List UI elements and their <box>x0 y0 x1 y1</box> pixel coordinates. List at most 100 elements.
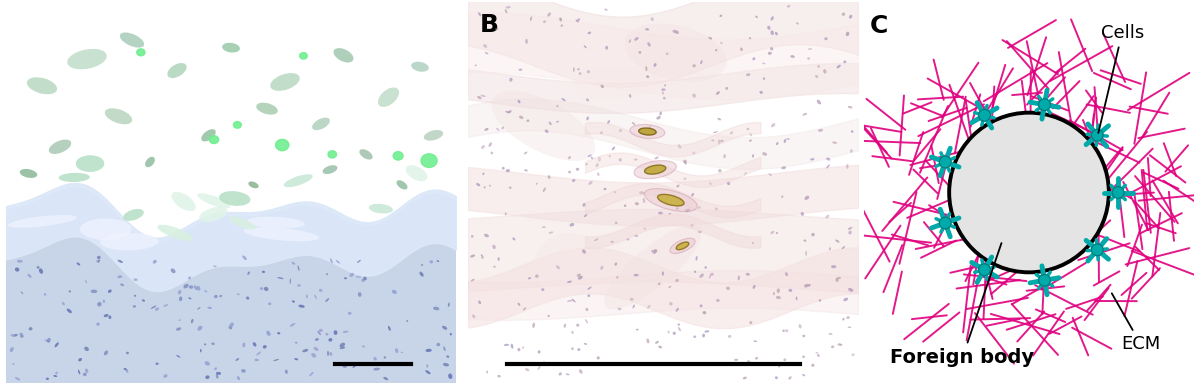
Ellipse shape <box>749 321 752 324</box>
Ellipse shape <box>247 217 305 229</box>
Ellipse shape <box>502 167 505 170</box>
Ellipse shape <box>289 278 292 284</box>
Ellipse shape <box>704 266 707 269</box>
Ellipse shape <box>647 338 649 343</box>
Ellipse shape <box>426 349 432 352</box>
Ellipse shape <box>329 338 332 341</box>
Ellipse shape <box>142 300 145 301</box>
Ellipse shape <box>652 250 656 254</box>
Ellipse shape <box>578 72 581 75</box>
Ellipse shape <box>710 273 714 276</box>
Ellipse shape <box>522 346 524 349</box>
Ellipse shape <box>220 295 222 297</box>
Ellipse shape <box>355 276 361 278</box>
Ellipse shape <box>485 128 488 131</box>
Ellipse shape <box>118 260 122 263</box>
Ellipse shape <box>7 215 77 228</box>
Ellipse shape <box>800 212 804 216</box>
Ellipse shape <box>523 307 526 311</box>
Circle shape <box>276 139 289 151</box>
Ellipse shape <box>587 295 590 297</box>
Ellipse shape <box>596 357 600 360</box>
Ellipse shape <box>97 302 102 306</box>
Ellipse shape <box>804 284 809 288</box>
Ellipse shape <box>323 165 337 174</box>
Ellipse shape <box>334 48 354 62</box>
Ellipse shape <box>188 297 191 299</box>
Ellipse shape <box>202 129 216 141</box>
Ellipse shape <box>785 329 788 332</box>
Ellipse shape <box>578 276 583 280</box>
Ellipse shape <box>481 145 485 149</box>
Ellipse shape <box>277 277 283 279</box>
Ellipse shape <box>743 377 746 379</box>
Ellipse shape <box>388 326 391 331</box>
Ellipse shape <box>448 373 452 379</box>
Ellipse shape <box>576 20 578 22</box>
Ellipse shape <box>482 172 485 175</box>
Ellipse shape <box>528 277 532 280</box>
Ellipse shape <box>778 364 780 368</box>
Ellipse shape <box>817 100 821 104</box>
Ellipse shape <box>396 180 408 189</box>
Ellipse shape <box>560 24 563 27</box>
Ellipse shape <box>257 103 277 115</box>
Ellipse shape <box>676 242 689 250</box>
Ellipse shape <box>678 144 682 148</box>
Ellipse shape <box>586 308 588 311</box>
Ellipse shape <box>826 157 830 161</box>
Ellipse shape <box>787 5 791 8</box>
Ellipse shape <box>649 126 652 129</box>
Ellipse shape <box>437 343 440 346</box>
Ellipse shape <box>702 333 706 337</box>
Ellipse shape <box>356 260 361 263</box>
Ellipse shape <box>640 191 644 194</box>
Ellipse shape <box>618 158 622 162</box>
Ellipse shape <box>835 278 839 282</box>
Ellipse shape <box>133 278 138 281</box>
Ellipse shape <box>155 261 156 263</box>
Ellipse shape <box>570 223 575 226</box>
Ellipse shape <box>77 263 80 265</box>
Ellipse shape <box>827 164 830 168</box>
Ellipse shape <box>222 43 240 52</box>
Ellipse shape <box>672 30 677 33</box>
Ellipse shape <box>718 169 721 172</box>
Ellipse shape <box>242 255 247 260</box>
Ellipse shape <box>670 302 673 306</box>
Ellipse shape <box>712 139 714 141</box>
Ellipse shape <box>746 128 749 130</box>
Ellipse shape <box>478 96 481 99</box>
Circle shape <box>421 154 437 167</box>
Ellipse shape <box>811 233 815 236</box>
Ellipse shape <box>836 277 841 280</box>
Ellipse shape <box>509 78 512 82</box>
Ellipse shape <box>244 227 319 241</box>
Ellipse shape <box>830 345 834 348</box>
Ellipse shape <box>612 147 616 150</box>
Ellipse shape <box>744 172 746 176</box>
Ellipse shape <box>197 286 200 291</box>
Ellipse shape <box>605 46 608 50</box>
Ellipse shape <box>498 375 500 378</box>
Circle shape <box>949 113 1109 272</box>
Ellipse shape <box>832 265 836 268</box>
Ellipse shape <box>844 298 848 301</box>
Ellipse shape <box>791 55 794 58</box>
Ellipse shape <box>643 227 646 230</box>
Ellipse shape <box>544 20 546 23</box>
Ellipse shape <box>692 94 696 98</box>
Ellipse shape <box>808 57 810 60</box>
Ellipse shape <box>749 133 752 136</box>
Ellipse shape <box>145 157 155 167</box>
Circle shape <box>978 264 990 276</box>
Ellipse shape <box>359 149 373 159</box>
Ellipse shape <box>511 344 514 349</box>
Ellipse shape <box>730 132 733 134</box>
Ellipse shape <box>698 206 701 209</box>
Ellipse shape <box>443 363 449 367</box>
Ellipse shape <box>851 130 853 133</box>
Ellipse shape <box>26 77 58 94</box>
Ellipse shape <box>172 192 196 211</box>
Ellipse shape <box>829 333 833 335</box>
